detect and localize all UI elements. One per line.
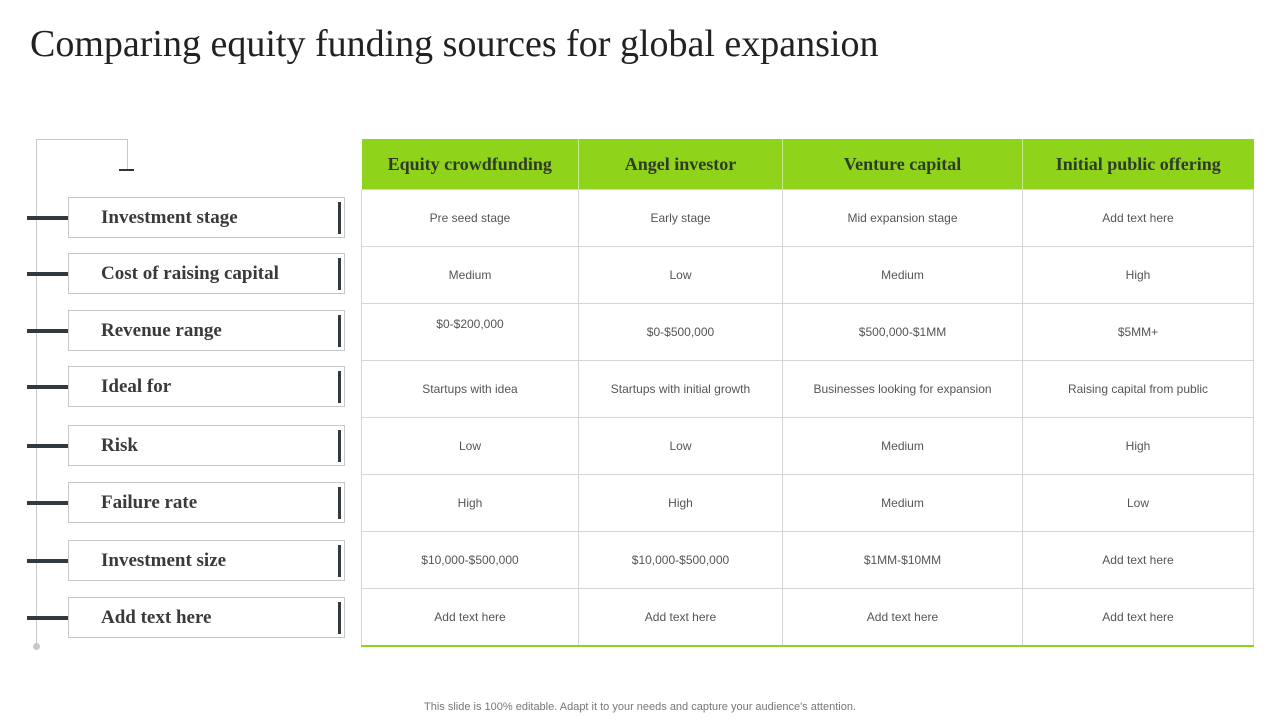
row-label-text: Add text here: [101, 607, 212, 628]
row-connector-stub: [27, 329, 78, 333]
row-label-text: Revenue range: [101, 320, 222, 341]
table-cell: Raising capital from public: [1022, 360, 1254, 418]
column-header: Angel investor: [578, 139, 783, 190]
row-label-ideal-for: Ideal for: [0, 366, 350, 410]
row-label-accent-bar: [338, 315, 341, 347]
row-connector-stub: [27, 216, 78, 220]
row-label-text: Investment size: [101, 550, 227, 571]
row-connector-stub: [27, 501, 78, 505]
row-label-box: [68, 253, 345, 294]
table-cell: $500,000-$1MM: [782, 303, 1023, 361]
row-label-failure-rate: Failure rate: [0, 482, 350, 526]
row-label-box: [68, 310, 345, 351]
row-label-accent-bar: [338, 545, 341, 577]
row-label-box: [68, 197, 345, 238]
table-cell: Low: [578, 417, 783, 475]
row-label-revenue-range: Revenue range: [0, 310, 350, 354]
table-cell: $10,000-$500,000: [361, 531, 579, 589]
table-cell: $10,000-$500,000: [578, 531, 783, 589]
row-label-box: [68, 482, 345, 523]
row-label-accent-bar: [338, 487, 341, 519]
table-cell: Add text here: [361, 588, 579, 647]
table-cell: $5MM+: [1022, 303, 1254, 361]
table-row: Pre seed stage Early stage Mid expansion…: [361, 189, 1254, 247]
table-cell: Add text here: [1022, 531, 1254, 589]
row-label-accent-bar: [338, 202, 341, 234]
row-label-accent-bar: [338, 602, 341, 634]
table-cell: Medium: [361, 246, 579, 304]
row-connector-stub: [27, 616, 78, 620]
table-row: Low Low Medium High: [361, 417, 1254, 475]
table-row: High High Medium Low: [361, 474, 1254, 532]
row-label-text: Risk: [101, 435, 138, 456]
connector-top-drop: [127, 139, 128, 169]
table-cell: Businesses looking for expansion: [782, 360, 1023, 418]
table-cell: Medium: [782, 246, 1023, 304]
slide-title: Comparing equity funding sources for glo…: [30, 23, 879, 65]
table-cell: High: [1022, 246, 1254, 304]
row-label-risk: Risk: [0, 425, 350, 469]
table-cell: Low: [578, 246, 783, 304]
row-label-text: Investment stage: [101, 207, 238, 228]
connector-top-line: [36, 139, 127, 140]
connector-end-dot: [33, 643, 40, 650]
table-row: $10,000-$500,000 $10,000-$500,000 $1MM-$…: [361, 531, 1254, 589]
table-cell: High: [361, 474, 579, 532]
row-connector-stub: [27, 444, 78, 448]
table-cell: Medium: [782, 474, 1023, 532]
table-row: $0-$200,000 $0-$500,000 $500,000-$1MM $5…: [361, 303, 1254, 361]
row-connector-stub: [27, 559, 78, 563]
table-cell: Low: [1022, 474, 1254, 532]
row-label-box: [68, 425, 345, 466]
row-label-box: [68, 366, 345, 407]
connector-top-dash: [119, 169, 134, 171]
table-cell: Add text here: [578, 588, 783, 647]
table-row: Startups with idea Startups with initial…: [361, 360, 1254, 418]
row-label-accent-bar: [338, 258, 341, 290]
table-cell: High: [578, 474, 783, 532]
table-cell: Startups with idea: [361, 360, 579, 418]
table-cell: $1MM-$10MM: [782, 531, 1023, 589]
row-connector-stub: [27, 385, 78, 389]
table-cell: Early stage: [578, 189, 783, 247]
row-label-investment-size: Investment size: [0, 540, 350, 584]
table-cell: Add text here: [1022, 189, 1254, 247]
table-cell: $0-$200,000: [361, 303, 579, 361]
row-label-cost-of-raising-capital: Cost of raising capital: [0, 253, 350, 297]
row-label-investment-stage: Investment stage: [0, 197, 350, 241]
footer-note: This slide is 100% editable. Adapt it to…: [424, 701, 856, 713]
comparison-table: Equity crowdfunding Angel investor Ventu…: [361, 139, 1254, 647]
table-cell: Add text here: [1022, 588, 1254, 647]
row-label-text: Ideal for: [101, 376, 172, 397]
table-header-row: Equity crowdfunding Angel investor Ventu…: [361, 139, 1254, 190]
table-cell: $0-$500,000: [578, 303, 783, 361]
column-header: Initial public offering: [1022, 139, 1254, 190]
table-cell: Low: [361, 417, 579, 475]
row-label-accent-bar: [338, 430, 341, 462]
row-label-text: Cost of raising capital: [101, 263, 279, 284]
column-header: Venture capital: [782, 139, 1023, 190]
table-cell: Medium: [782, 417, 1023, 475]
table-row: Add text here Add text here Add text her…: [361, 588, 1254, 647]
table-cell: Startups with initial growth: [578, 360, 783, 418]
row-label-accent-bar: [338, 371, 341, 403]
row-label-add-text: Add text here: [0, 597, 350, 641]
row-label-text: Failure rate: [101, 492, 198, 513]
row-connector-stub: [27, 272, 78, 276]
row-label-box: [68, 540, 345, 581]
column-header: Equity crowdfunding: [361, 139, 579, 190]
table-cell: Pre seed stage: [361, 189, 579, 247]
table-cell: Add text here: [782, 588, 1023, 647]
connector-vertical-line: [36, 139, 37, 647]
table-cell: High: [1022, 417, 1254, 475]
table-cell: Mid expansion stage: [782, 189, 1023, 247]
row-label-box: [68, 597, 345, 638]
table-row: Medium Low Medium High: [361, 246, 1254, 304]
